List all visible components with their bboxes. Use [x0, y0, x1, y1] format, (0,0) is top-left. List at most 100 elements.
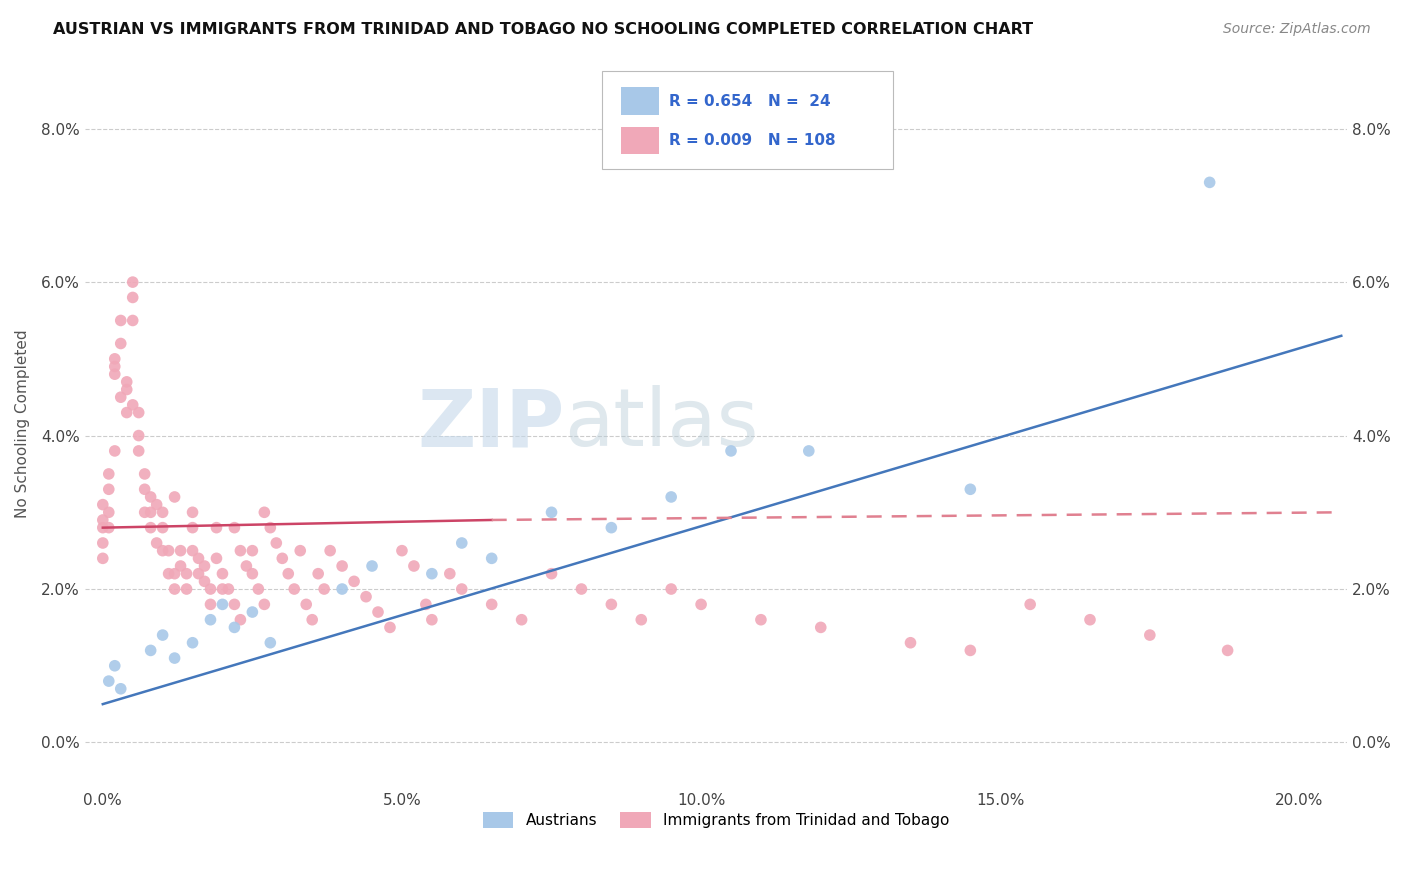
Point: [145, 536, 167, 550]
Point: [211, 566, 233, 581]
Point: [600, 598, 623, 612]
Point: [1019, 598, 1042, 612]
Point: [959, 483, 981, 497]
Point: [97, 674, 120, 689]
Point: [128, 444, 150, 458]
Point: [224, 521, 246, 535]
Point: [104, 351, 127, 366]
Point: [104, 658, 127, 673]
Point: [240, 566, 263, 581]
Point: [600, 521, 623, 535]
Point: [121, 398, 143, 412]
Point: [659, 490, 682, 504]
Point: [157, 543, 180, 558]
Point: [121, 290, 143, 304]
Point: [128, 406, 150, 420]
Point: [378, 620, 401, 634]
Point: [134, 483, 156, 497]
Point: [205, 551, 228, 566]
Point: [540, 566, 562, 581]
Text: R = 0.654   N =  24: R = 0.654 N = 24: [669, 94, 831, 109]
Point: [91, 498, 114, 512]
Point: [229, 543, 252, 558]
FancyBboxPatch shape: [602, 70, 893, 169]
Point: [266, 536, 288, 550]
Point: [104, 444, 127, 458]
Point: [481, 598, 503, 612]
Point: [402, 559, 425, 574]
Point: [163, 582, 186, 596]
Point: [283, 582, 305, 596]
Point: [193, 574, 215, 589]
Point: [415, 598, 437, 612]
Point: [176, 566, 198, 581]
Point: [157, 566, 180, 581]
Point: [343, 574, 366, 589]
Point: [139, 643, 162, 657]
Point: [163, 566, 186, 581]
Point: [139, 490, 162, 504]
Point: [211, 598, 233, 612]
Point: [91, 521, 114, 535]
Point: [314, 582, 336, 596]
Point: [540, 505, 562, 519]
Point: [319, 543, 342, 558]
Y-axis label: No Schooling Completed: No Schooling Completed: [15, 330, 30, 518]
Point: [277, 566, 299, 581]
Point: [900, 636, 922, 650]
Point: [200, 582, 222, 596]
Point: [181, 636, 204, 650]
Point: [301, 613, 323, 627]
Point: [659, 582, 682, 596]
Point: [181, 543, 204, 558]
Point: [1139, 628, 1161, 642]
Text: ZIP: ZIP: [418, 385, 565, 463]
Point: [1078, 613, 1101, 627]
Point: [450, 536, 472, 550]
Point: [211, 582, 233, 596]
Point: [271, 551, 294, 566]
Point: [110, 313, 132, 327]
Point: [217, 582, 239, 596]
Text: atlas: atlas: [565, 385, 759, 463]
Point: [205, 521, 228, 535]
Point: [295, 598, 318, 612]
Point: [959, 643, 981, 657]
Point: [115, 383, 138, 397]
Point: [481, 551, 503, 566]
Point: [330, 559, 353, 574]
Point: [163, 651, 186, 665]
Point: [169, 543, 191, 558]
Point: [450, 582, 472, 596]
Point: [152, 505, 174, 519]
Point: [224, 620, 246, 634]
Point: [420, 613, 443, 627]
Point: [200, 598, 222, 612]
Point: [630, 613, 652, 627]
Point: [200, 613, 222, 627]
Text: R = 0.009   N = 108: R = 0.009 N = 108: [669, 133, 837, 148]
Point: [1216, 643, 1239, 657]
Point: [115, 375, 138, 389]
Point: [176, 582, 198, 596]
Point: [253, 598, 276, 612]
Point: [104, 367, 127, 381]
Point: [259, 636, 281, 650]
Point: [367, 605, 389, 619]
Point: [361, 559, 384, 574]
Point: [571, 582, 593, 596]
Point: [97, 521, 120, 535]
Point: [110, 336, 132, 351]
Point: [115, 406, 138, 420]
Point: [224, 598, 246, 612]
Point: [110, 681, 132, 696]
Point: [510, 613, 533, 627]
Point: [690, 598, 713, 612]
Text: AUSTRIAN VS IMMIGRANTS FROM TRINIDAD AND TOBAGO NO SCHOOLING COMPLETED CORRELATI: AUSTRIAN VS IMMIGRANTS FROM TRINIDAD AND…: [53, 22, 1033, 37]
Point: [152, 543, 174, 558]
Point: [307, 566, 329, 581]
Point: [1198, 175, 1220, 189]
Point: [134, 467, 156, 481]
Legend: Austrians, Immigrants from Trinidad and Tobago: Austrians, Immigrants from Trinidad and …: [475, 805, 957, 836]
Point: [104, 359, 127, 374]
